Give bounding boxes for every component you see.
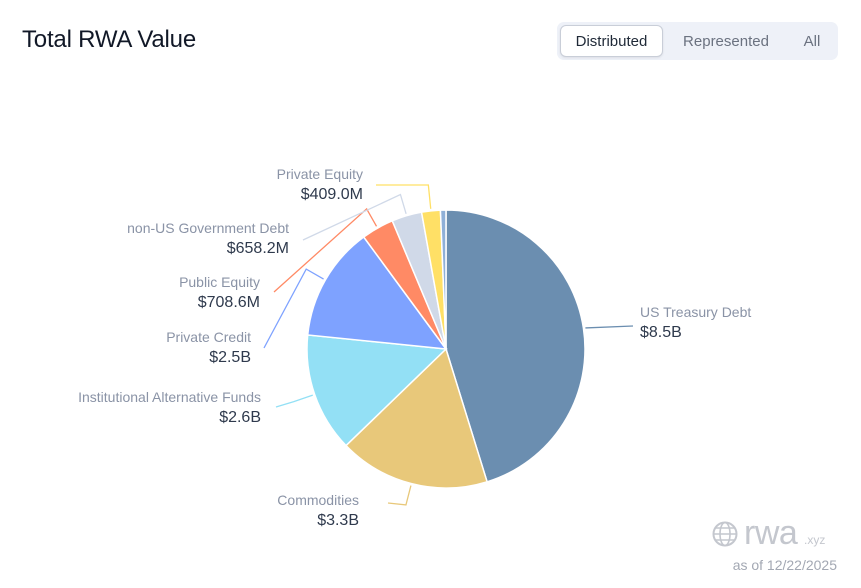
tab-all[interactable]: All	[803, 32, 821, 50]
leader-line-private-credit	[263, 268, 324, 349]
globe-icon	[712, 521, 738, 547]
brand-tld: .xyz	[804, 533, 826, 547]
as-of-date: as of 12/22/2025	[732, 557, 837, 573]
label-value-us-treasury-debt: $8.5B	[640, 324, 682, 341]
pie-slice-us-treasury-debt[interactable]	[445, 209, 586, 483]
brand-wordmark: rwa	[744, 514, 798, 552]
label-name-commodities: Commodities	[277, 492, 359, 508]
label-name-institutional-alternative-funds: Institutional Alternative Funds	[78, 389, 261, 405]
label-name-us-treasury-debt: US Treasury Debt	[640, 304, 751, 320]
label-value-institutional-alternative-funds: $2.6B	[219, 409, 261, 426]
label-value-private-credit: $2.5B	[209, 349, 251, 366]
leader-line-commodities	[387, 485, 412, 506]
label-value-private-equity: $409.0M	[301, 186, 363, 203]
label-name-public-equity: Public Equity	[179, 274, 260, 290]
leader-line-private-equity	[376, 184, 432, 209]
pie-slice-institutional-alternative-funds[interactable]	[306, 334, 448, 447]
pie-slices	[306, 209, 586, 489]
leader-line-institutional-alternative-funds	[275, 394, 313, 408]
slice-labels: US Treasury Debt $8.5B Commodities $3.3B Ins…	[78, 166, 751, 529]
label-name-non-us-government-debt: non-US Government Debt	[127, 220, 289, 236]
label-value-public-equity: $708.6M	[198, 294, 260, 311]
label-name-private-credit: Private Credit	[166, 329, 251, 345]
label-name-private-equity: Private Equity	[277, 166, 363, 182]
pie-slice-other[interactable]	[439, 209, 447, 350]
brand-logo: rwa .xyz	[712, 514, 842, 555]
label-value-commodities: $3.3B	[317, 512, 359, 529]
pie-slice-private-credit[interactable]	[306, 235, 448, 350]
label-value-non-us-government-debt: $658.2M	[227, 240, 289, 257]
tab-represented[interactable]: Represented	[683, 32, 769, 50]
leader-line-non-us-government-debt	[302, 193, 407, 241]
pie-slice-commodities[interactable]	[344, 347, 489, 489]
leader-line-us-treasury-debt	[585, 325, 634, 329]
leader-line-public-equity	[273, 207, 378, 293]
tab-distributed[interactable]: Distributed	[560, 25, 663, 57]
leader-lines	[263, 184, 634, 506]
view-toggle: Distributed Represented All	[557, 22, 838, 60]
chart-title: Total RWA Value	[22, 26, 196, 53]
